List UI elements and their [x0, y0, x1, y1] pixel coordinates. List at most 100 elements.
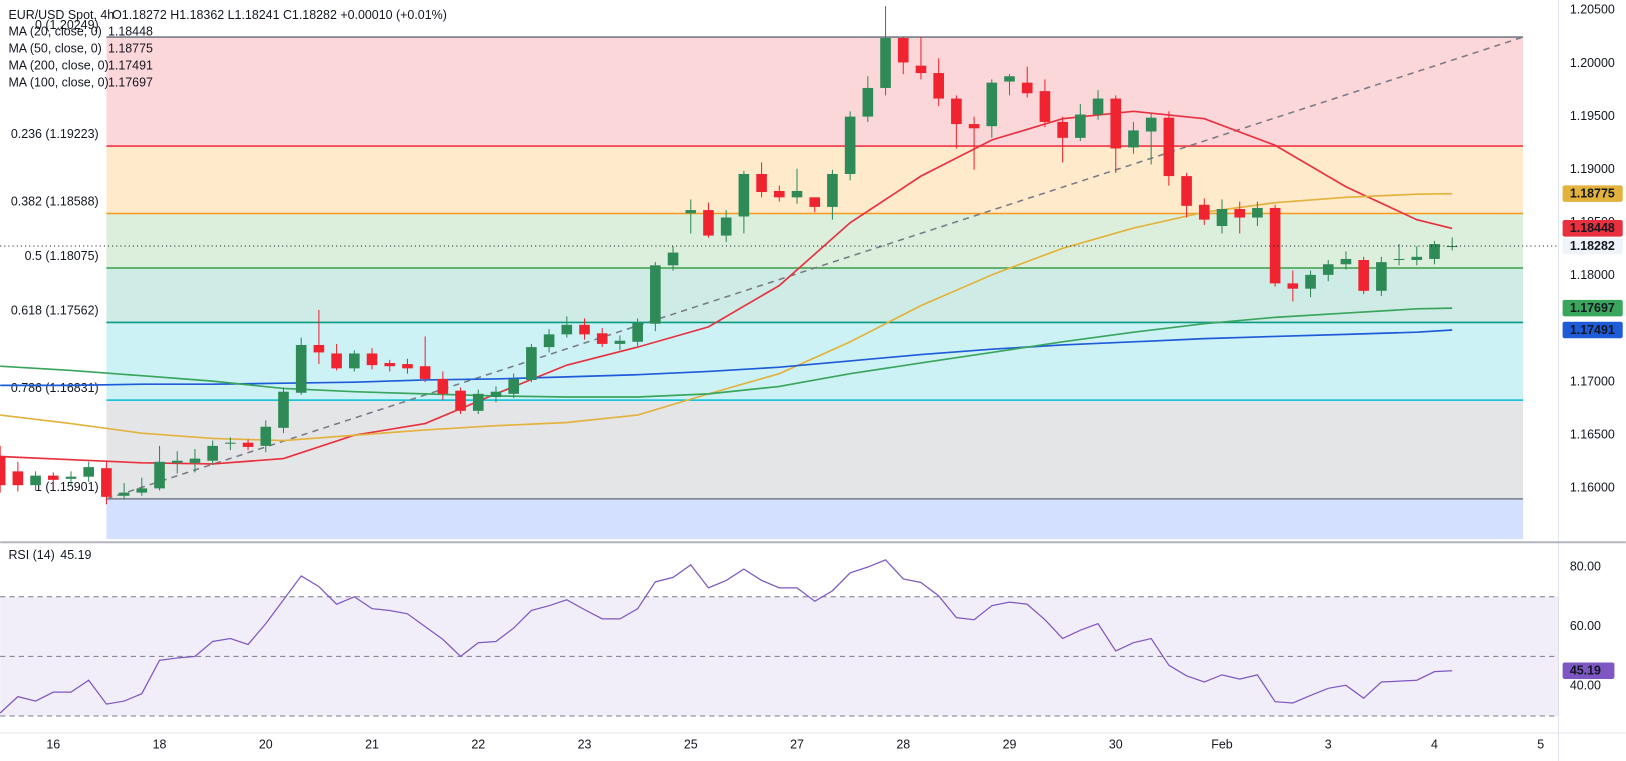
price-badge-label: 1.17491	[1570, 323, 1615, 337]
candle-body	[118, 492, 130, 496]
x-tick-label: 3	[1325, 738, 1332, 752]
candle-body	[47, 475, 59, 480]
y-tick-label: 1.20000	[1570, 56, 1615, 70]
x-tick-label: 5	[1537, 738, 1544, 752]
candle-body	[880, 38, 891, 88]
rsi-badge-label: 45.19	[1570, 664, 1601, 678]
moving-average-line	[0, 329, 1453, 387]
symbol-title: EUR/USD Spot, 4h	[8, 8, 114, 22]
x-tick-label: 4	[1431, 738, 1438, 752]
candle-body	[897, 38, 909, 63]
legend-value: 1.17697	[108, 76, 153, 90]
candle-body	[1039, 91, 1051, 122]
candle-body	[791, 190, 803, 198]
price-badge	[1562, 237, 1623, 255]
y-tick-label: 1.16500	[1570, 428, 1615, 442]
candle-body	[915, 65, 927, 74]
candle-body	[543, 334, 555, 348]
candle-body	[242, 442, 254, 447]
x-tick-label: 30	[1109, 738, 1123, 752]
fib-label: 0.618 (1.17562)	[11, 303, 99, 317]
x-tick-label: 29	[1003, 738, 1017, 752]
candle-body	[1092, 98, 1104, 115]
rsi-line	[0, 559, 1453, 714]
candle-body	[437, 378, 449, 394]
candle-body	[720, 217, 732, 236]
candle-body	[508, 378, 519, 394]
x-tick-label: 20	[259, 738, 273, 752]
x-tick-label: 16	[46, 738, 60, 752]
candle-body	[650, 265, 661, 324]
fib-label: 0.236 (1.19223)	[11, 127, 99, 141]
candle-body	[844, 116, 856, 174]
candle-body	[1234, 209, 1246, 218]
fib-label: 1 (1.15901)	[35, 480, 99, 494]
candle-body	[1393, 258, 1405, 261]
candle-body	[596, 333, 608, 344]
legend-value: 1.18775	[108, 42, 153, 56]
candle-body	[862, 87, 874, 117]
x-tick-label: 21	[365, 738, 379, 752]
candle-body	[1021, 82, 1033, 94]
moving-average-line	[0, 110, 1453, 465]
y-tick-label: 1.17000	[1570, 374, 1615, 388]
candle-body	[331, 353, 342, 369]
candle-body	[366, 353, 378, 366]
candle-body	[986, 82, 998, 127]
y-tick-label: 1.19000	[1570, 162, 1615, 176]
x-tick-label: 27	[790, 738, 804, 752]
candle-body	[703, 210, 714, 236]
candle-body	[561, 324, 573, 335]
ohlc-values: O1.18272 H1.18362 L1.18241 C1.18282 +0.0…	[112, 8, 447, 22]
candle-body	[756, 173, 767, 193]
candle-body	[171, 460, 183, 463]
candle-body	[1075, 114, 1086, 138]
candle-body	[1269, 207, 1281, 284]
candle-body	[933, 73, 944, 99]
candle-body	[738, 173, 750, 217]
x-tick-label: 22	[471, 738, 485, 752]
legend-name: MA (100, close, 0)	[8, 76, 108, 90]
rsi-value: 45.19	[60, 548, 91, 562]
candle-body	[0, 456, 6, 486]
candle-body	[1110, 98, 1122, 149]
candle-body	[101, 468, 112, 497]
legend-name: MA (20, close, 0)	[8, 24, 101, 38]
candle-body	[189, 458, 201, 463]
fib-zone	[106, 37, 1524, 147]
candle-body	[1181, 176, 1192, 206]
candle-body	[1004, 76, 1015, 82]
candle-body	[402, 364, 413, 369]
fib-zone	[106, 498, 1524, 540]
candle-body	[225, 442, 236, 444]
candle-body	[1322, 264, 1334, 275]
rsi-title: RSI (14)	[8, 548, 54, 562]
rsi-badge	[1562, 662, 1615, 680]
price-badge	[1562, 299, 1623, 317]
candle-body	[579, 324, 590, 335]
price-badge	[1562, 321, 1623, 339]
candle-body	[1145, 117, 1157, 132]
trend-line	[106, 36, 1524, 500]
moving-average-line	[0, 307, 1453, 398]
candle-body	[83, 467, 95, 477]
price-badge	[1562, 185, 1623, 202]
candle-body	[455, 390, 466, 411]
fib-zone	[106, 267, 1524, 323]
candle-body	[154, 461, 165, 489]
fib-label: 0.382 (1.18588)	[11, 194, 99, 208]
y-tick-label: 1.20500	[1570, 3, 1615, 17]
candle-body	[295, 344, 307, 393]
candle-body	[349, 353, 360, 369]
x-tick-label: Feb	[1211, 738, 1233, 752]
price-badge-label: 1.18775	[1570, 186, 1615, 200]
candle-body	[667, 252, 679, 266]
candle-body	[827, 173, 838, 207]
y-tick-label: 1.16000	[1570, 481, 1615, 495]
candle-body	[526, 347, 537, 381]
candle-body	[1358, 260, 1369, 291]
price-badge-label: 1.17697	[1570, 301, 1615, 315]
candle-body	[278, 391, 289, 428]
